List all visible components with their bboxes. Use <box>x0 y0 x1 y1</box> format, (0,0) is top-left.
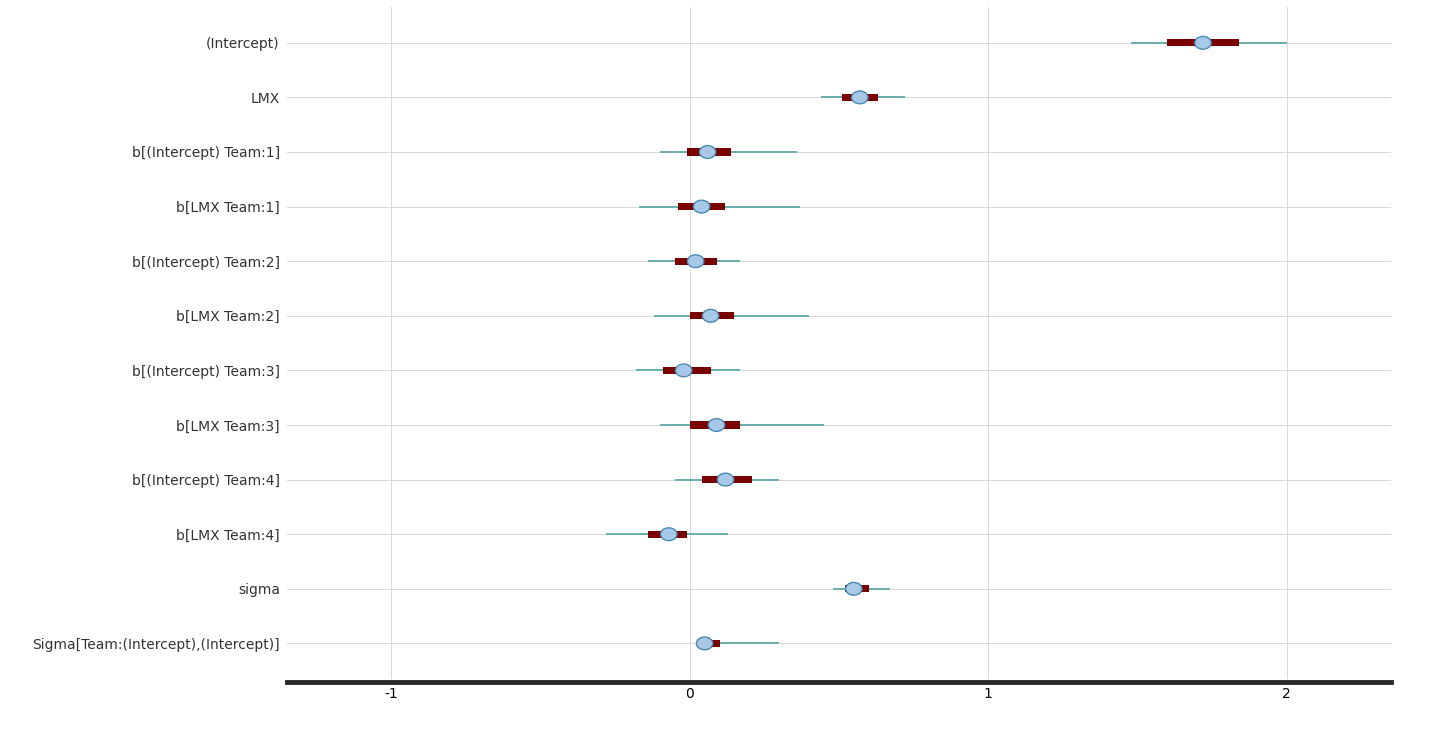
Ellipse shape <box>694 200 710 213</box>
Ellipse shape <box>687 255 704 268</box>
Ellipse shape <box>703 310 718 322</box>
Bar <box>1167 39 1239 46</box>
Ellipse shape <box>661 528 677 541</box>
Bar <box>687 148 731 155</box>
Ellipse shape <box>717 473 734 486</box>
Bar <box>845 585 869 592</box>
Bar <box>842 94 878 101</box>
Ellipse shape <box>708 418 724 431</box>
Ellipse shape <box>700 145 716 158</box>
Bar <box>698 640 720 647</box>
Bar <box>678 203 726 210</box>
Ellipse shape <box>675 364 693 377</box>
Ellipse shape <box>852 91 868 104</box>
Bar <box>701 476 753 483</box>
Bar <box>663 367 711 374</box>
Ellipse shape <box>697 637 713 650</box>
Bar <box>690 312 734 319</box>
Ellipse shape <box>846 583 862 595</box>
Bar <box>648 531 687 538</box>
Bar <box>675 258 717 265</box>
Ellipse shape <box>1195 36 1212 49</box>
Bar <box>690 421 740 429</box>
